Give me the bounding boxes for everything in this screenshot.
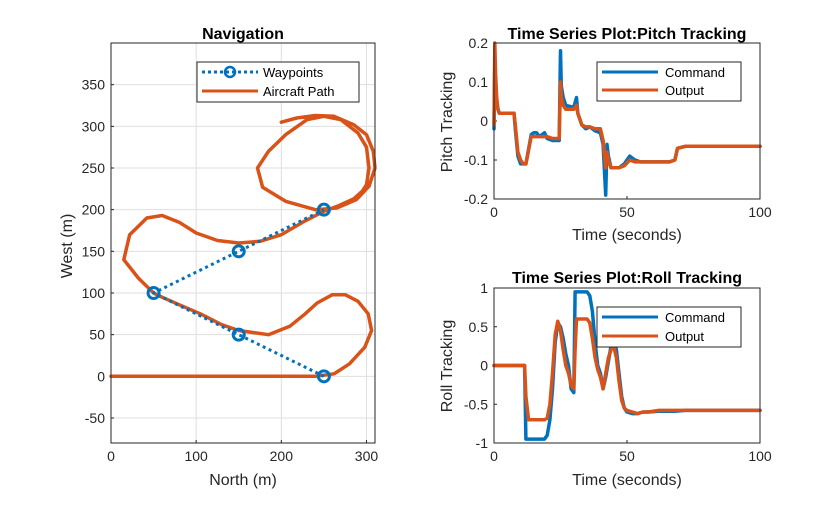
navigation-ytick-label-3: 100 bbox=[82, 285, 106, 301]
navigation-waypoint-marker-2 bbox=[146, 286, 161, 300]
roll-xlabel: Time (seconds) bbox=[572, 472, 682, 489]
navigation-xlabel: North (m) bbox=[209, 472, 277, 489]
roll-legend-output-label: Output bbox=[665, 329, 704, 344]
navigation-xtick-label-1: 100 bbox=[184, 448, 208, 464]
pitch-legend-command-label: Command bbox=[665, 65, 725, 80]
navigation-xtick-label-3: 300 bbox=[355, 448, 379, 464]
navigation-legend: Waypoints Aircraft Path bbox=[196, 61, 360, 103]
roll-series-1-line bbox=[492, 317, 762, 422]
navigation-ytick-label-8: 350 bbox=[82, 77, 106, 93]
pitch-ytick-label-4: 0.2 bbox=[469, 35, 489, 51]
roll-legend-command-label: Command bbox=[665, 310, 725, 325]
pitch-series-1-line bbox=[492, 41, 762, 170]
pitch-legend: Command Output bbox=[596, 61, 742, 102]
roll-ytick-label-3: 0.5 bbox=[469, 319, 489, 335]
pitch-xtick-label-0: 0 bbox=[490, 204, 498, 220]
roll-legend: Command Output bbox=[596, 306, 742, 348]
pitch-series bbox=[492, 41, 762, 197]
navigation-ytick-label-6: 250 bbox=[82, 160, 106, 176]
navigation-ytick-label-5: 200 bbox=[82, 202, 106, 218]
navigation-ytick-label-2: 50 bbox=[89, 327, 105, 343]
pitch-legend-box bbox=[596, 61, 742, 102]
pitch-axes: Time Series Plot:Pitch Tracking Time (se… bbox=[439, 26, 772, 244]
navigation-ytick-label-7: 300 bbox=[82, 118, 106, 134]
roll-xtick-label-2: 100 bbox=[748, 448, 772, 464]
pitch-frame bbox=[493, 42, 761, 200]
pitch-legend-output-label: Output bbox=[665, 83, 704, 98]
navigation-waypoint-marker-1 bbox=[231, 327, 246, 342]
pitch-xlabel: Time (seconds) bbox=[572, 227, 682, 244]
roll-xtick-label-1: 50 bbox=[619, 448, 635, 464]
roll-series bbox=[492, 290, 762, 441]
navigation-series bbox=[109, 113, 377, 384]
navigation-ytick-label-4: 150 bbox=[82, 243, 106, 259]
roll-ytick-label-0: -1 bbox=[476, 435, 489, 451]
navigation-waypoint-marker-4 bbox=[316, 202, 331, 217]
navigation-title: Navigation bbox=[202, 26, 284, 43]
navigation-ylabel: West (m) bbox=[59, 214, 76, 279]
navigation-xtick-label-2: 200 bbox=[270, 448, 294, 464]
pitch-ytick-label-1: -0.1 bbox=[464, 152, 488, 168]
legend-path-label: Aircraft Path bbox=[263, 84, 335, 99]
roll-title: Time Series Plot:Roll Tracking bbox=[512, 270, 742, 287]
navigation-axes: Navigation North (m) West (m) 0 100 200 300… bbox=[59, 26, 378, 489]
navigation-waypoint-marker-0 bbox=[316, 369, 331, 384]
navigation-ytick-label-1: 0 bbox=[97, 368, 105, 384]
roll-ylabel: Roll Tracking bbox=[439, 320, 456, 412]
pitch-ytick-label-3: 0.1 bbox=[469, 74, 489, 90]
navigation-series-0-line bbox=[152, 208, 325, 378]
roll-ytick-label-2: 0 bbox=[480, 358, 488, 374]
pitch-ytick-label-0: -0.2 bbox=[464, 191, 488, 207]
pitch-xtick-label-2: 100 bbox=[748, 204, 772, 220]
pitch-title: Time Series Plot:Pitch Tracking bbox=[508, 26, 747, 43]
navigation-frame bbox=[110, 42, 376, 444]
roll-axes: Time Series Plot:Roll Tracking Time (sec… bbox=[439, 270, 772, 489]
navigation-ticks: 0 100 200 300 -50 0 50 100 150 200 250 300 350 bbox=[82, 77, 379, 464]
legend-waypoints-label: Waypoints bbox=[263, 65, 324, 80]
pitch-xtick-label-1: 50 bbox=[619, 204, 635, 220]
navigation-legend-box bbox=[196, 61, 360, 103]
legend-waypoints-marker bbox=[223, 65, 237, 79]
pitch-ytick-label-2: 0 bbox=[480, 113, 488, 129]
pitch-ticks: 0 50 100 -0.2 -0.1 0 0.1 0.2 bbox=[464, 35, 772, 220]
roll-xtick-label-0: 0 bbox=[490, 448, 498, 464]
navigation-waypoint-marker-3 bbox=[231, 244, 246, 259]
roll-ytick-label-4: 1 bbox=[480, 280, 488, 296]
pitch-ylabel: Pitch Tracking bbox=[439, 72, 456, 172]
navigation-xtick-label-0: 0 bbox=[107, 448, 115, 464]
navigation-ytick-label-0: -50 bbox=[85, 410, 105, 426]
roll-frame bbox=[493, 287, 761, 444]
roll-legend-box bbox=[596, 306, 742, 348]
roll-ytick-label-1: -0.5 bbox=[464, 396, 488, 412]
